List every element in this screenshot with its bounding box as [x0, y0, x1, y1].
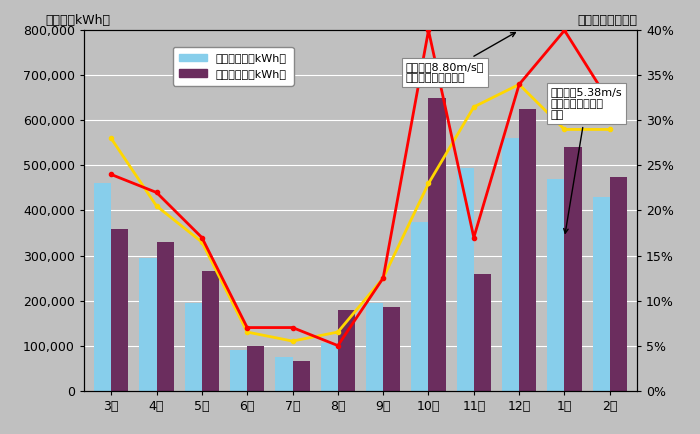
- Bar: [321, 343, 338, 391]
- Bar: [593, 197, 610, 391]
- Text: 売電量（kWh）: 売電量（kWh）: [46, 14, 111, 27]
- Bar: [383, 307, 400, 391]
- Bar: [111, 228, 128, 391]
- Bar: [547, 179, 564, 391]
- Bar: [428, 98, 446, 391]
- Bar: [519, 109, 536, 391]
- Bar: [474, 273, 491, 391]
- Text: 平均風速8.80m/sは
運転開始以限で最高: 平均風速8.80m/sは 運転開始以限で最高: [406, 33, 515, 83]
- Bar: [564, 148, 582, 391]
- Bar: [366, 303, 383, 391]
- Bar: [139, 258, 157, 391]
- Bar: [456, 168, 474, 391]
- Bar: [247, 345, 265, 391]
- Bar: [610, 177, 627, 391]
- Bar: [157, 242, 174, 391]
- Legend: 充電計画値（kWh）, 充電実績値（kWh）: 充電計画値（kWh）, 充電実績値（kWh）: [172, 47, 293, 85]
- Bar: [275, 357, 293, 391]
- Bar: [94, 184, 111, 391]
- Bar: [185, 303, 202, 391]
- Text: 平均風速5.38m/s
は運転開始以限で
最低: 平均風速5.38m/s は運転開始以限で 最低: [551, 87, 622, 233]
- Bar: [502, 138, 519, 391]
- Bar: [202, 271, 219, 391]
- Bar: [412, 222, 428, 391]
- Bar: [338, 309, 355, 391]
- Text: 設備利用率（％）: 設備利用率（％）: [577, 14, 637, 27]
- Bar: [293, 362, 309, 391]
- Bar: [230, 350, 247, 391]
